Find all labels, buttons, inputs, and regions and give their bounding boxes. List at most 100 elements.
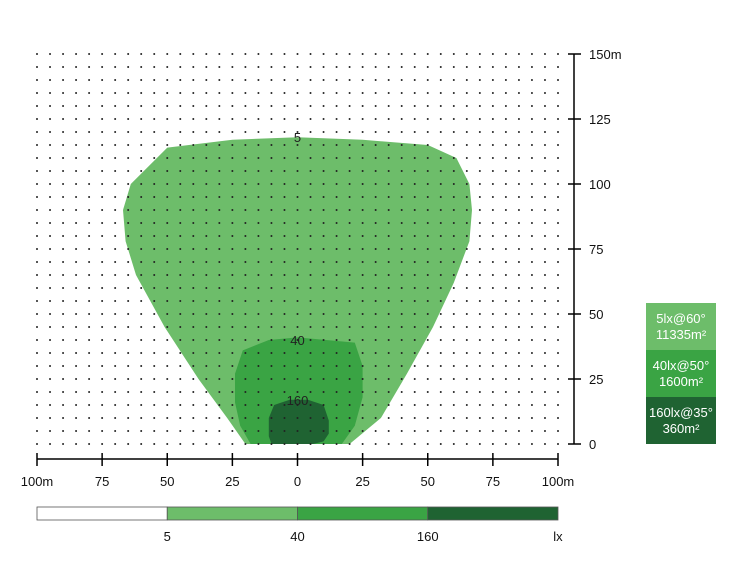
grid-dot: [36, 222, 38, 224]
grid-dot: [101, 443, 104, 445]
grid-dot: [179, 404, 182, 406]
grid-dot: [179, 261, 182, 263]
grid-dot: [543, 365, 546, 367]
grid-dot: [88, 170, 91, 172]
grid-dot: [49, 287, 52, 289]
grid-dot: [452, 339, 455, 341]
grid-dot: [179, 196, 182, 198]
grid-dot: [491, 79, 494, 81]
grid-dot: [387, 352, 390, 354]
grid-dot: [179, 300, 182, 302]
grid-dot: [36, 66, 38, 68]
grid-dot: [361, 170, 364, 172]
grid-dot: [283, 378, 286, 380]
grid-dot: [504, 404, 507, 406]
grid-dot: [127, 326, 130, 328]
grid-dot: [153, 157, 156, 159]
grid-dot: [283, 196, 286, 198]
grid-dot: [166, 170, 169, 172]
grid-dot: [517, 209, 520, 211]
grid-dot: [426, 339, 429, 341]
grid-dot: [348, 339, 351, 341]
grid-dot: [504, 183, 507, 185]
grid-dot: [309, 417, 312, 419]
grid-dot: [478, 287, 481, 289]
grid-dot: [140, 339, 143, 341]
grid-dot: [400, 365, 403, 367]
grid-dot: [322, 443, 325, 445]
grid-dot: [231, 378, 234, 380]
grid-dot: [361, 131, 364, 133]
grid-dot: [218, 209, 221, 211]
grid-dot: [322, 105, 325, 107]
grid-dot: [192, 300, 195, 302]
grid-dot: [205, 183, 208, 185]
grid-dot: [322, 352, 325, 354]
grid-dot: [101, 391, 104, 393]
grid-dot: [257, 274, 260, 276]
grid-dot: [387, 170, 390, 172]
grid-dot: [166, 248, 169, 250]
grid-dot: [192, 131, 195, 133]
grid-dot: [101, 339, 104, 341]
grid-dot: [322, 365, 325, 367]
grid-dot: [88, 417, 91, 419]
grid-dot: [335, 326, 338, 328]
grid-dot: [387, 105, 390, 107]
grid-dot: [557, 430, 559, 432]
grid-dot: [296, 287, 299, 289]
grid-dot: [257, 404, 260, 406]
grid-dot: [322, 326, 325, 328]
grid-dot: [62, 157, 65, 159]
grid-dot: [335, 170, 338, 172]
grid-dot: [49, 378, 52, 380]
grid-dot: [75, 352, 78, 354]
grid-dot: [166, 287, 169, 289]
grid-dot: [361, 326, 364, 328]
grid-dot: [179, 365, 182, 367]
grid-dot: [400, 248, 403, 250]
grid-dot: [530, 170, 533, 172]
grid-dot: [543, 196, 546, 198]
grid-dot: [179, 118, 182, 120]
grid-dot: [374, 313, 377, 315]
grid-dot: [101, 261, 104, 263]
grid-dot: [491, 105, 494, 107]
grid-dot: [491, 313, 494, 315]
grid-dot: [426, 404, 429, 406]
grid-dot: [400, 222, 403, 224]
grid-dot: [127, 92, 130, 94]
grid-dot: [517, 196, 520, 198]
grid-dot: [517, 222, 520, 224]
grid-dot: [49, 144, 52, 146]
grid-dot: [348, 222, 351, 224]
grid-dot: [218, 53, 221, 55]
grid-dot: [465, 313, 468, 315]
grid-dot: [413, 261, 416, 263]
grid-dot: [127, 53, 130, 55]
grid-dot: [270, 235, 273, 237]
grid-dot: [322, 92, 325, 94]
grid-dot: [257, 378, 260, 380]
grid-dot: [114, 53, 117, 55]
grid-dot: [75, 391, 78, 393]
grid-dot: [231, 183, 234, 185]
grid-dot: [88, 352, 91, 354]
grid-dot: [413, 404, 416, 406]
grid-dot: [36, 261, 38, 263]
grid-dot: [218, 443, 221, 445]
grid-dot: [270, 66, 273, 68]
grid-dot: [413, 79, 416, 81]
grid-dot: [361, 313, 364, 315]
grid-dot: [387, 53, 390, 55]
grid-dot: [192, 183, 195, 185]
grid-dot: [374, 144, 377, 146]
grid-dot: [322, 53, 325, 55]
grid-dot: [49, 430, 52, 432]
grid-dot: [361, 287, 364, 289]
grid-dot: [348, 183, 351, 185]
grid-dot: [205, 352, 208, 354]
grid-dot: [322, 209, 325, 211]
grid-dot: [127, 183, 130, 185]
grid-dot: [504, 443, 507, 445]
